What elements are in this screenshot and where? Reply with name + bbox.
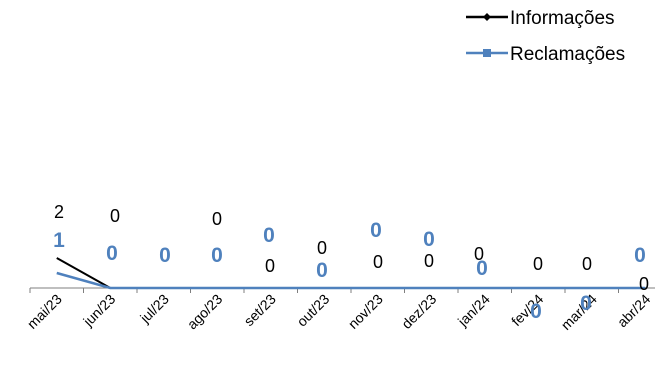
legend: Informações Reclamações xyxy=(466,8,625,65)
data-label-reclamacoes: 0 xyxy=(263,224,275,247)
x-tick-label: jun/23 xyxy=(79,291,118,330)
legend-label-informacoes: Informações xyxy=(510,8,615,29)
data-label-reclamacoes: 0 xyxy=(423,228,435,251)
x-tick-label: mar/24 xyxy=(558,291,600,333)
legend-label-reclamacoes: Reclamações xyxy=(510,44,625,65)
data-label-informacoes: 2 xyxy=(54,202,64,222)
data-label-reclamacoes: 0 xyxy=(316,259,328,282)
legend-item-informacoes: Informações xyxy=(466,8,615,29)
series-line-reclamacoes xyxy=(56,271,646,290)
data-label-informacoes: 0 xyxy=(212,209,222,229)
data-label-informacoes: 0 xyxy=(474,244,484,264)
data-label-informacoes: 0 xyxy=(533,254,543,274)
x-tick-label: out/23 xyxy=(294,291,333,330)
legend-marker-informacoes xyxy=(483,13,491,21)
data-label-informacoes: 0 xyxy=(373,252,383,272)
data-label-reclamacoes: 1 xyxy=(53,229,65,252)
data-label-reclamacoes: 0 xyxy=(634,244,646,267)
data-label-reclamacoes: 0 xyxy=(211,244,223,267)
data-label-informacoes: 0 xyxy=(110,206,120,226)
data-label-informacoes: 0 xyxy=(582,254,592,274)
x-tick-label: dez/23 xyxy=(398,291,439,332)
data-label-reclamacoes: 0 xyxy=(106,242,118,265)
x-tick-label: mai/23 xyxy=(24,291,65,332)
x-tick-label: set/23 xyxy=(241,291,279,329)
data-label-informacoes: 0 xyxy=(424,251,434,271)
legend-marker-reclamacoes xyxy=(483,49,491,57)
data-label-reclamacoes: 0 xyxy=(580,292,592,315)
data-label-informacoes: 0 xyxy=(317,238,327,258)
data-label-reclamacoes: 0 xyxy=(159,244,171,267)
series-line-informacoes xyxy=(56,257,646,289)
data-label-reclamacoes: 0 xyxy=(370,219,382,242)
x-tick-label: jan/24 xyxy=(454,291,493,330)
x-tick-label: nov/23 xyxy=(345,291,386,332)
data-label-reclamacoes: 0 xyxy=(530,300,542,323)
data-label-reclamacoes: 0 xyxy=(476,257,488,280)
x-tick-label: ago/23 xyxy=(184,291,226,333)
plot-area: mai/23 jun/23 jul/23 ago/23 set/23 out/23 nov/… xyxy=(24,202,655,333)
data-label-informacoes: 0 xyxy=(639,274,649,294)
x-tick-label: jul/23 xyxy=(136,291,172,327)
x-tick-label: abr/24 xyxy=(614,291,654,331)
data-label-informacoes: 0 xyxy=(265,256,275,276)
legend-item-reclamacoes: Reclamações xyxy=(466,44,625,65)
